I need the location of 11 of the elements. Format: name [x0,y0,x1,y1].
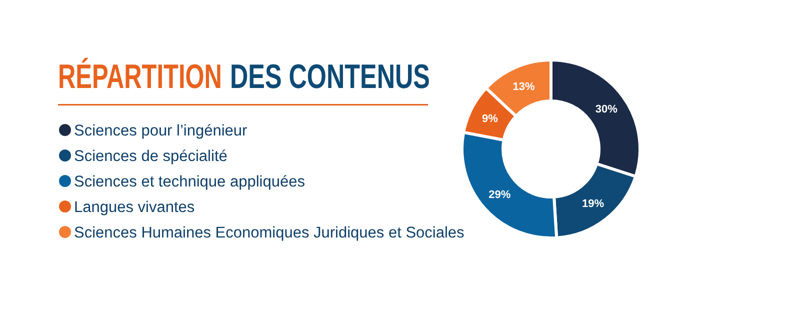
data-label: 13% [512,80,536,93]
legend-label: Sciences Humaines Economiques Juridiques et Sociales [74,224,465,242]
chart-title: RÉPARTITION DES CONTENUS [58,57,430,96]
data-label: 29% [488,189,511,202]
legend-label: Sciences de spécialité [74,148,228,165]
legend-label: Sciences et technique appliquées [74,174,306,190]
data-label: 9% [482,112,498,125]
legend-label: Langues vivantes [74,199,195,216]
data-label: 30% [595,104,618,116]
data-label: 19% [582,198,604,210]
legend-label: Sciences pour l’ingénieur [74,122,248,140]
